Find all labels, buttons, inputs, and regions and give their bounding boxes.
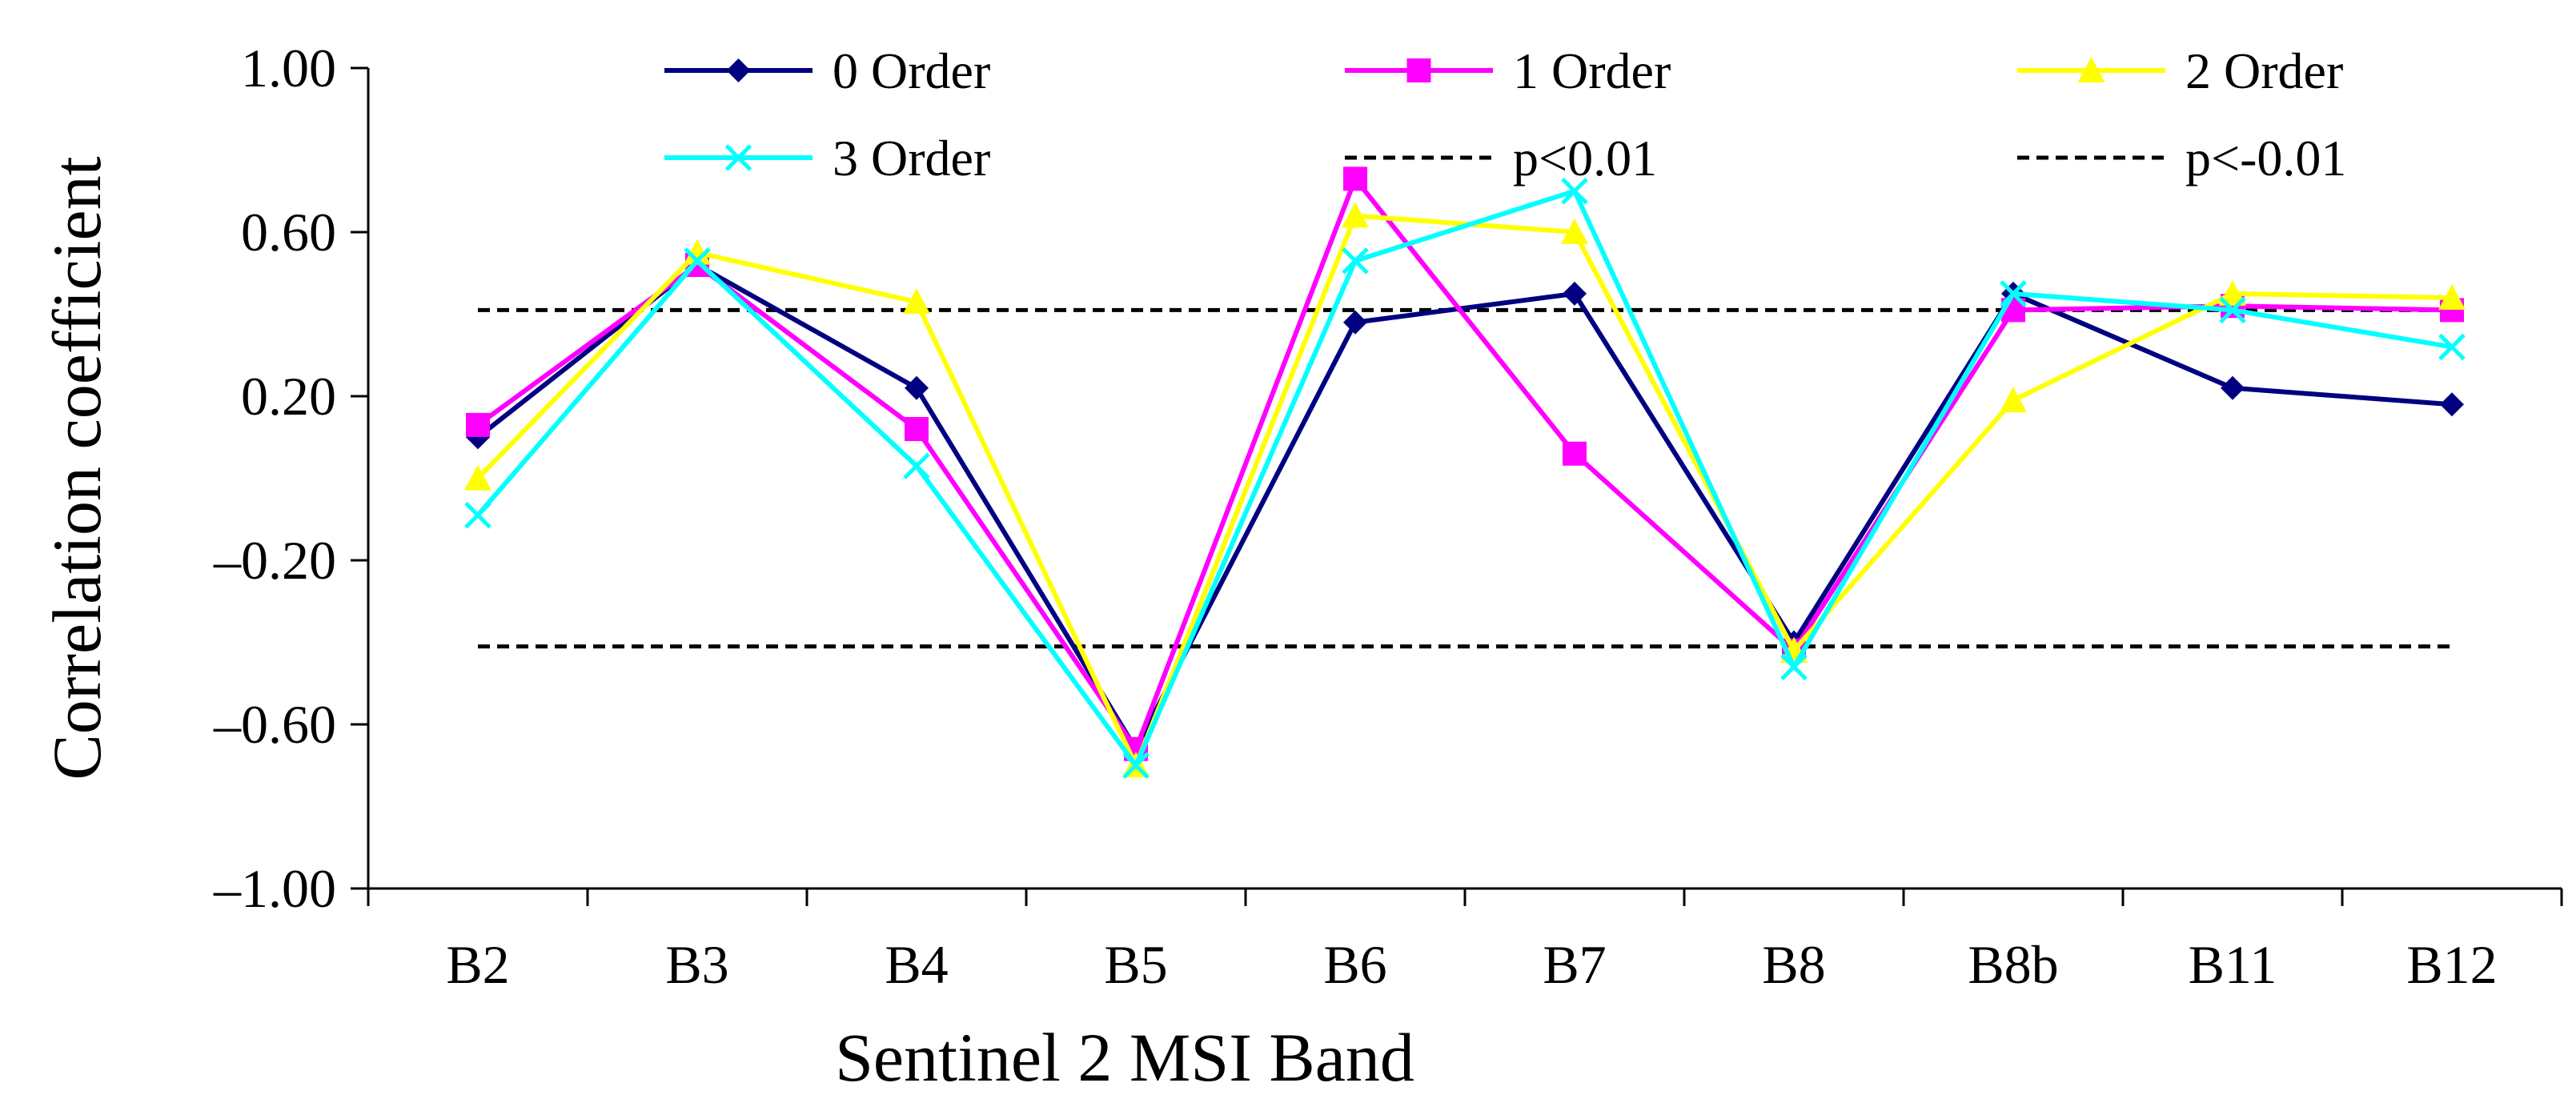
series-2 xyxy=(464,202,2466,778)
y-axis-title: Correlation coefficient xyxy=(38,156,115,780)
series-1 xyxy=(466,166,2464,761)
legend-entry: 0 Order xyxy=(664,42,990,99)
legend: 0 Order 1 Order 2 Order 3 Order p<0.01 p<-0.0… xyxy=(664,42,2346,187)
legend-entry: 1 Order xyxy=(1345,42,1671,99)
data-point-diamond xyxy=(2440,392,2464,417)
data-point-x xyxy=(2438,333,2466,361)
data-point-square xyxy=(1563,441,1587,466)
x-tick-label: B2 xyxy=(446,934,509,995)
data-point-triangle xyxy=(464,464,492,491)
data-point-diamond xyxy=(1343,310,1367,335)
data-point-x xyxy=(2219,296,2246,324)
series-3 xyxy=(464,177,2466,780)
data-point-triangle xyxy=(2000,387,2027,413)
x-tick-label: B7 xyxy=(1543,934,1606,995)
data-point-x xyxy=(2000,280,2027,307)
data-point-x xyxy=(1780,653,1808,681)
legend-label: p<-0.01 xyxy=(2185,130,2346,187)
data-point-x xyxy=(1561,177,1588,205)
data-point-diamond xyxy=(726,58,751,82)
series-line xyxy=(476,263,2453,752)
data-point-x xyxy=(684,247,711,275)
axes: –1.00 –0.60 –0.20 0.20 0.60 1.00 B2 B3 B4 B5 B6 B7 B… xyxy=(213,38,2563,995)
data-point-triangle xyxy=(1561,219,1588,244)
data-point-triangle xyxy=(903,288,930,315)
y-tick-label: –0.20 xyxy=(213,530,336,591)
legend-entry: p<0.01 xyxy=(1345,130,1657,187)
legend-label: p<0.01 xyxy=(1513,130,1657,187)
data-point-diamond xyxy=(2221,375,2245,400)
reference-lines xyxy=(478,307,2452,649)
x-tick-label: B8 xyxy=(1762,934,1825,995)
legend-label: 3 Order xyxy=(833,130,990,187)
x-tick-label: B11 xyxy=(2189,934,2277,995)
legend-label: 1 Order xyxy=(1513,42,1671,99)
data-point-diamond xyxy=(905,375,929,400)
data-point-triangle xyxy=(2077,57,2105,82)
legend-entry: 3 Order xyxy=(664,130,990,187)
y-tick-label: 1.00 xyxy=(241,38,336,98)
data-point-square xyxy=(1406,58,1431,82)
x-axis-title: Sentinel 2 MSI Band xyxy=(835,1019,1414,1096)
data-point-square xyxy=(1343,166,1367,191)
x-tick-label: B3 xyxy=(665,934,728,995)
data-point-x xyxy=(724,144,752,171)
data-point-x xyxy=(464,501,492,529)
series-line xyxy=(475,213,2453,768)
data-point-triangle xyxy=(2219,279,2246,306)
x-tick-label: B8b xyxy=(1968,934,2058,995)
legend-entry: 2 Order xyxy=(2017,42,2343,99)
data-point-triangle xyxy=(1342,202,1369,228)
x-tick-label: B4 xyxy=(885,934,948,995)
legend-label: 2 Order xyxy=(2185,42,2343,99)
data-point-square xyxy=(466,412,490,437)
data-point-diamond xyxy=(1563,281,1587,306)
data-point-square xyxy=(905,417,929,441)
y-tick-label: 0.60 xyxy=(241,202,336,263)
series-line xyxy=(476,176,2453,752)
data-point-triangle xyxy=(2438,284,2466,310)
data-point-triangle xyxy=(684,239,711,265)
series-lines xyxy=(464,166,2466,780)
y-tick-label: –1.00 xyxy=(213,858,336,919)
legend-label: 0 Order xyxy=(833,42,990,99)
series-line xyxy=(475,188,2453,768)
y-tick-label: 0.20 xyxy=(241,366,336,427)
x-tick-label: B6 xyxy=(1323,934,1386,995)
x-tick-label: B12 xyxy=(2406,934,2497,995)
y-tick-label: –0.60 xyxy=(213,694,336,755)
x-tick-label: B5 xyxy=(1104,934,1167,995)
data-point-x xyxy=(1122,752,1150,780)
legend-entry: p<-0.01 xyxy=(2017,130,2346,187)
data-point-x xyxy=(1342,247,1369,275)
data-point-x xyxy=(903,452,930,479)
